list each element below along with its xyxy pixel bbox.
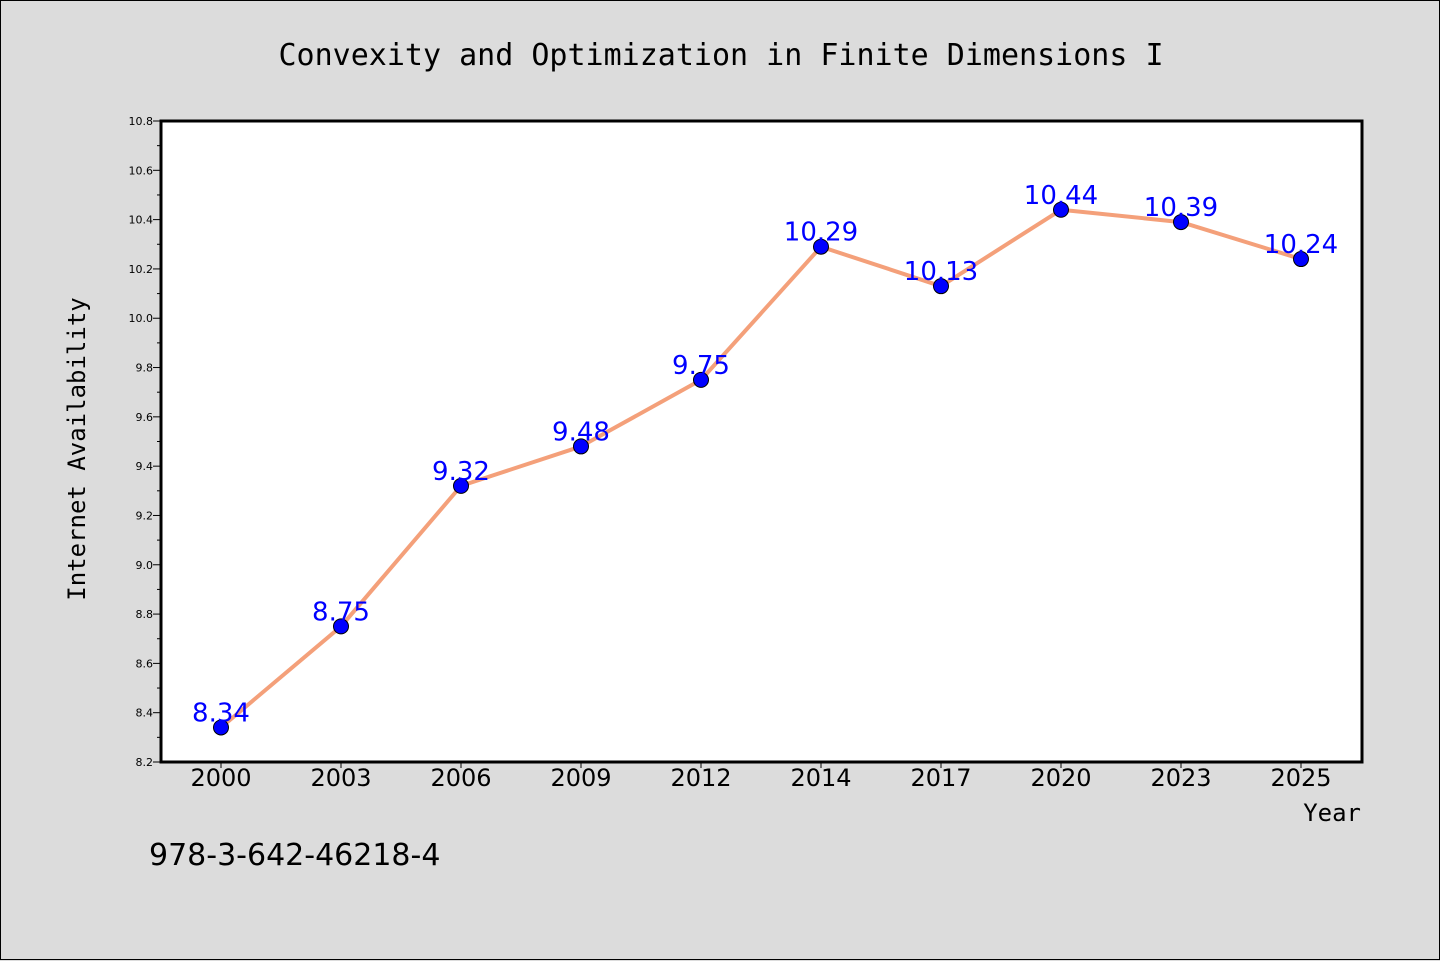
y-tick-label: 8.4 [136,707,154,720]
y-tick-label: 9.4 [136,460,154,473]
y-tick-label: 9.8 [136,362,154,375]
y-tick-label: 9.2 [136,509,154,522]
y-tick-label: 9.6 [136,411,154,424]
data-point [333,618,349,635]
y-tick-label: 10.4 [129,214,154,227]
x-tick-label: 2012 [670,764,731,792]
y-axis: 8.2 8.4 8.6 8.8 9.0 9.2 9.4 9.6 9.8 10.0 10.2 10.4 1… [129,115,161,769]
isbn-text: 978-3-642-46218-4 [149,838,440,873]
plot-border [159,119,1364,764]
x-tick-label: 2000 [190,764,251,792]
x-tick-label: 2020 [1030,764,1091,792]
y-tick-label: 10.2 [129,263,154,276]
y-tick-label: 8.8 [136,608,154,621]
series-markers [213,201,1309,736]
data-label: 10.13 [904,257,978,287]
data-point [453,477,469,494]
data-label: 8.75 [312,597,370,627]
data-point [573,438,589,455]
data-point [213,719,229,736]
data-label: 9.32 [432,457,490,487]
x-axis: 2000 2003 2006 2009 2012 2014 2017 2020 2023 2025 [190,762,1332,792]
y-axis-label: Internet Availability [63,297,91,600]
y-tick-label: 8.6 [136,657,154,670]
data-point [693,371,709,388]
y-tick-label: 10.0 [129,312,154,325]
x-axis-label: Year [1303,799,1361,827]
y-tick-label: 8.2 [136,756,154,769]
x-tick-label: 2006 [430,764,491,792]
data-point [1293,251,1309,268]
plot-area [161,121,1362,762]
chart-title: Convexity and Optimization in Finite Dim… [278,38,1163,73]
data-label: 9.75 [672,351,730,381]
series-line [219,207,1302,730]
x-tick-label: 2025 [1270,764,1331,792]
x-tick-label: 2017 [910,764,971,792]
y-tick-label: 9.0 [136,559,154,572]
data-label: 9.48 [552,417,610,447]
x-tick-label: 2009 [550,764,611,792]
y-tick-label: 10.8 [129,115,154,128]
data-label: 10.44 [1024,181,1098,211]
data-point [1173,214,1189,231]
data-labels: 8.34 8.75 9.32 9.48 9.75 10.29 10.13 10.44 10.39… [192,181,1338,729]
x-tick-label: 2023 [1150,764,1211,792]
y-tick-label: 10.6 [129,164,154,177]
data-label: 8.34 [192,698,250,728]
data-label: 10.24 [1264,230,1338,260]
data-label: 10.29 [784,218,858,248]
x-tick-label: 2014 [790,764,851,792]
data-point [813,238,829,255]
data-label: 10.39 [1144,193,1218,223]
data-point [933,278,949,295]
data-point [1053,201,1069,218]
x-tick-label: 2003 [310,764,371,792]
